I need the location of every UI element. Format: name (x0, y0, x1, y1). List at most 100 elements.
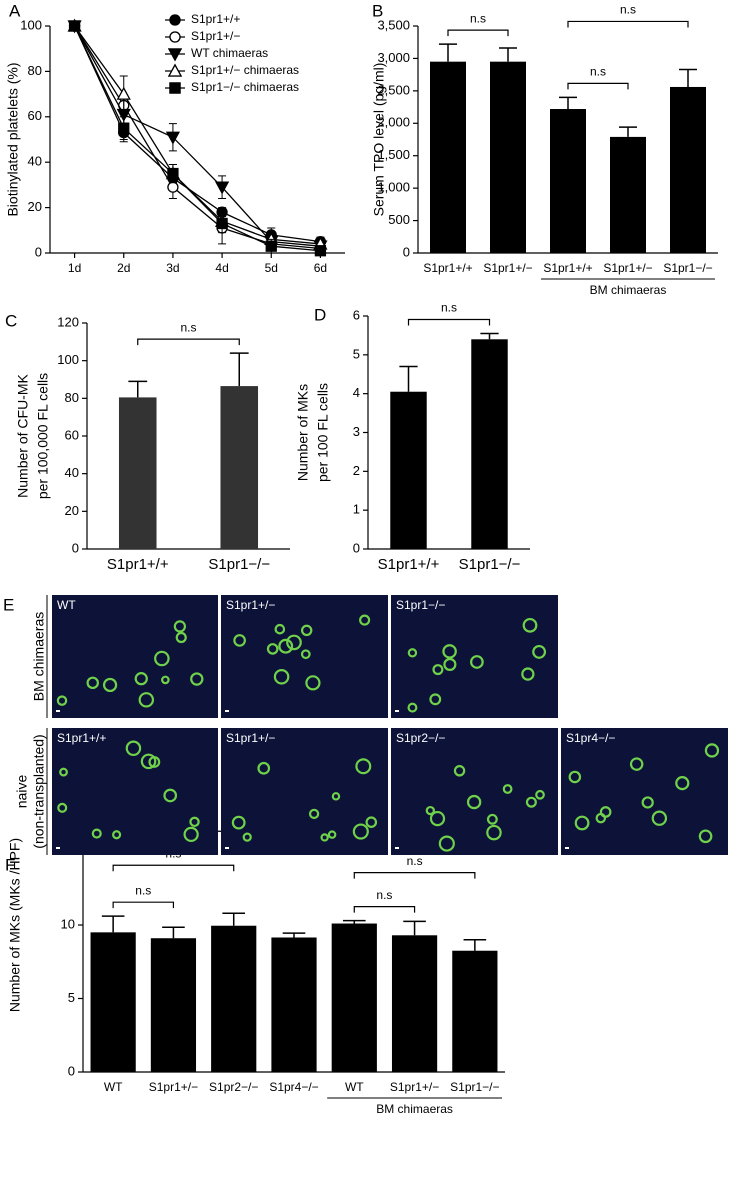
micrograph (221, 728, 388, 855)
cell (698, 829, 713, 844)
marker (68, 20, 81, 32)
bar (610, 136, 646, 253)
bar (90, 932, 136, 1072)
cell (86, 676, 99, 690)
bracket (407, 318, 491, 326)
cell (429, 693, 442, 706)
cell (641, 796, 654, 809)
y-tick-label: 80 (28, 63, 42, 78)
cell (407, 702, 418, 713)
bar (490, 61, 526, 253)
scale-bar (395, 847, 399, 849)
line (74, 25, 321, 250)
cell (175, 631, 187, 644)
error-bar (403, 920, 426, 936)
x-tick-label: S1pr1+/− (603, 261, 652, 275)
error-bar (463, 938, 487, 951)
x-tick-label: S1pr2−/− (209, 1080, 258, 1094)
cell (163, 788, 178, 803)
cell (453, 765, 466, 777)
cell (300, 649, 311, 660)
y-tick-label: 2,000 (377, 115, 410, 130)
cell (331, 792, 341, 801)
cell (438, 835, 455, 852)
cell (535, 789, 545, 800)
y-tick-label: 10 (61, 916, 75, 931)
y-tick-label: 100 (57, 352, 79, 367)
bar (220, 386, 259, 549)
error-bar (222, 912, 246, 926)
cell (242, 832, 252, 842)
x-tick-label: S1pr1+/+ (423, 261, 472, 275)
y-tick-label: 20 (65, 503, 79, 518)
bracket-label: n.s (407, 854, 423, 868)
cell (189, 816, 200, 828)
cell (305, 675, 321, 691)
y-tick-label: 6 (353, 307, 360, 322)
cell (675, 776, 690, 791)
panel-letter: A (9, 1, 21, 20)
scale-bar (225, 847, 229, 849)
image-label: S1pr1−/− (396, 598, 445, 612)
image-label: S1pr4−/− (566, 731, 615, 745)
cell (502, 784, 513, 794)
marker (116, 86, 131, 100)
cell (359, 614, 371, 626)
x-tick-label: 3d (166, 261, 179, 275)
cell (125, 740, 142, 757)
marker (314, 245, 327, 257)
scale-bar (565, 847, 569, 849)
bar (271, 937, 317, 1072)
y-tick-label: 40 (28, 154, 42, 169)
bracket (353, 871, 476, 879)
marker (265, 240, 277, 252)
scale-bar (395, 710, 399, 712)
y-axis-label: Biotinylated platelets (%) (5, 62, 21, 216)
panel-letter: F (5, 855, 15, 874)
bracket (112, 864, 235, 872)
marker (216, 217, 228, 230)
row-label: naive (14, 775, 30, 809)
y-tick-label: 120 (57, 314, 79, 329)
x-tick-label: S1pr1−/− (450, 1080, 499, 1094)
image-label: S1pr2−/− (396, 731, 445, 745)
cell (327, 830, 337, 839)
y-tick-label: 0 (353, 540, 360, 555)
error-bar (399, 365, 418, 392)
cell (273, 668, 290, 685)
y-tick-label: 60 (28, 108, 42, 123)
x-tick-label: S1pr1−/− (663, 261, 712, 275)
line (73, 25, 321, 252)
y-tick-label: 0 (35, 244, 42, 259)
cell (134, 672, 148, 686)
cell (154, 650, 170, 667)
scale-bar (225, 710, 229, 712)
y-tick-label: 5 (353, 346, 360, 361)
cell (442, 644, 457, 659)
y-tick-label: 0 (403, 244, 410, 259)
cell (599, 806, 612, 818)
panel-letter: D (314, 305, 326, 324)
marker (169, 14, 181, 26)
y-tick-label: 100 (20, 17, 42, 32)
y-tick-label: 0 (72, 540, 79, 555)
legend-label: S1pr1+/− (191, 29, 240, 43)
y-tick-label: 1 (353, 502, 360, 517)
x-tick-label: S1pr1+/− (483, 261, 532, 275)
error-bar (499, 47, 517, 62)
group-label: BM chimaeras (590, 283, 667, 297)
group-label: BM chimaeras (376, 1102, 453, 1116)
cell (56, 695, 68, 706)
panel-letter: E (3, 595, 14, 614)
bar (390, 391, 427, 549)
bracket (137, 338, 240, 346)
y-tick-label: 40 (65, 465, 79, 480)
cell (432, 664, 444, 676)
panel-letter: B (372, 1, 383, 20)
panel-letter: C (5, 311, 17, 330)
cell (407, 648, 418, 658)
x-tick-label: 4d (215, 261, 228, 275)
x-tick-label: S1pr1−/− (459, 556, 521, 573)
x-tick-label: S1pr1−/− (208, 556, 270, 573)
cell (233, 634, 246, 647)
